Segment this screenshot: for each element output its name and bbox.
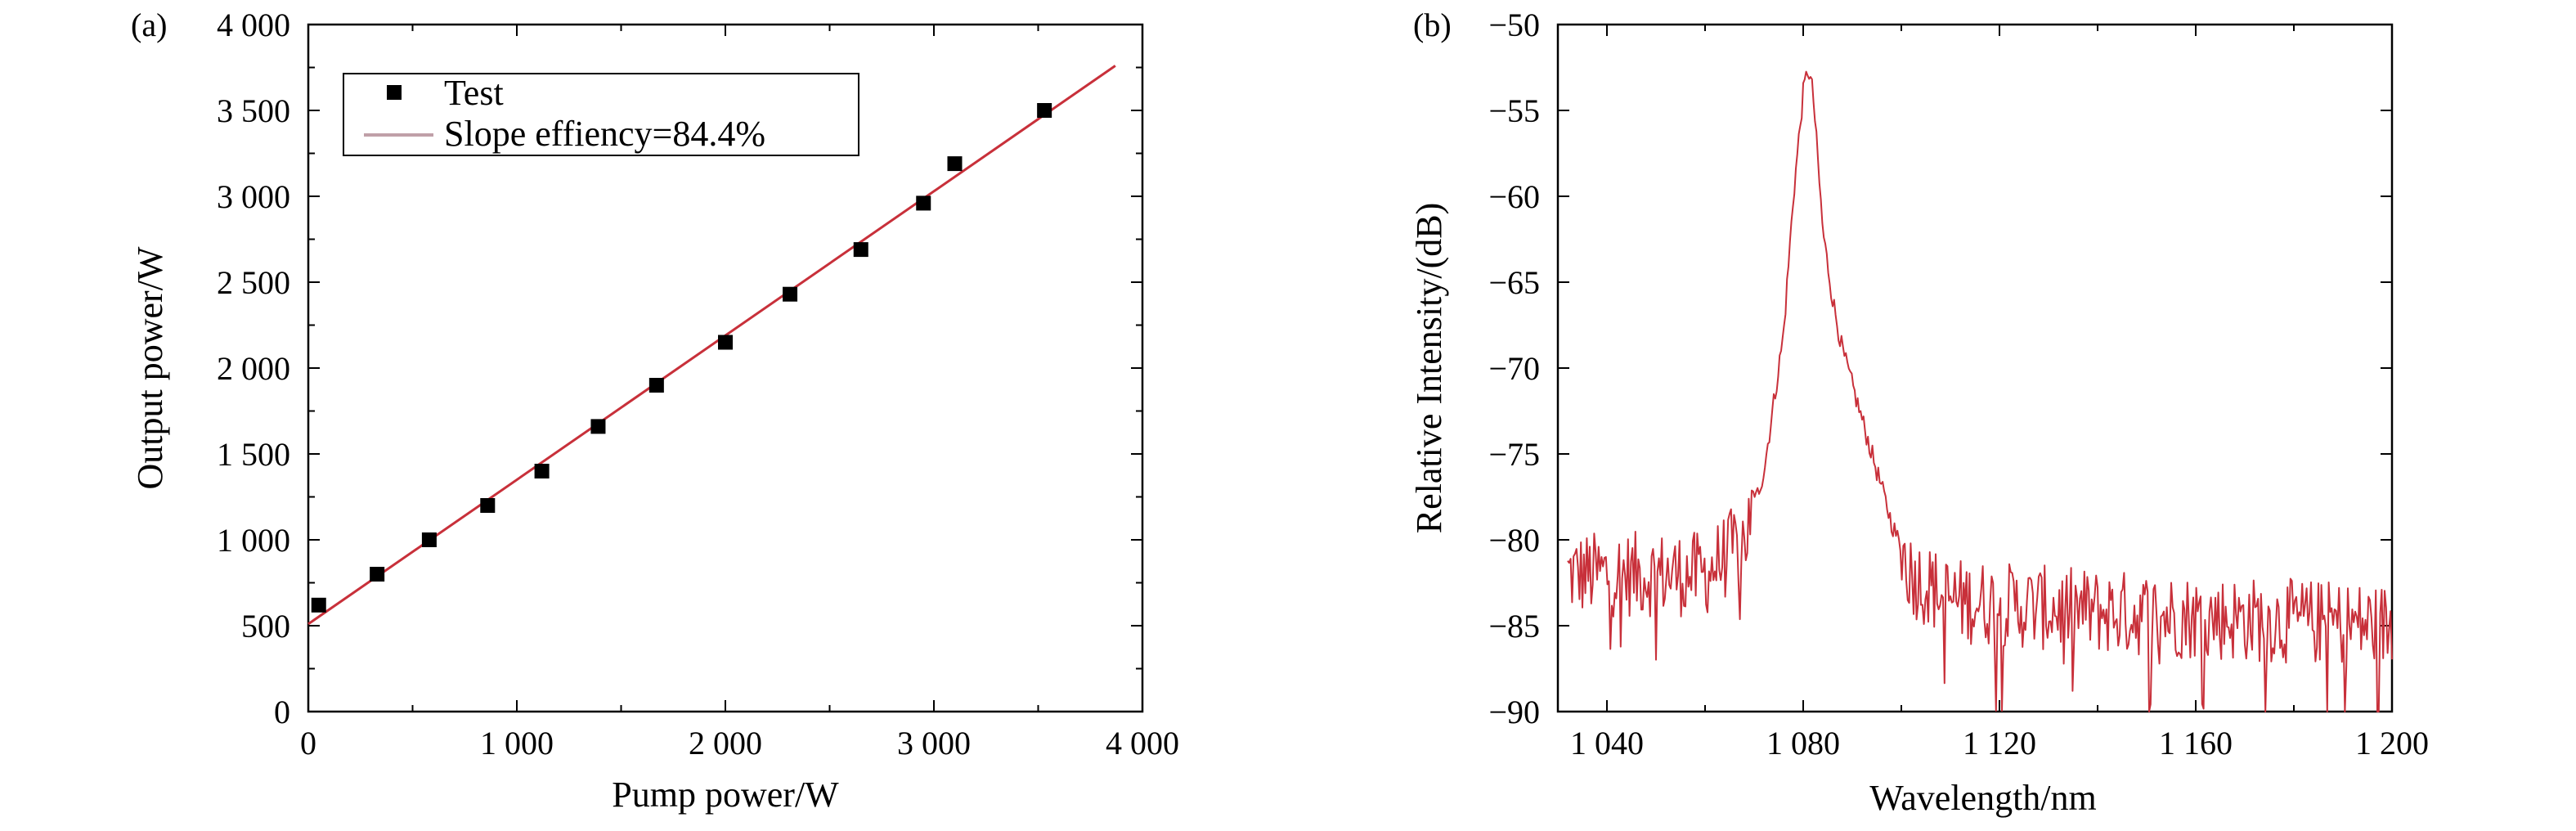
data-point [718,335,733,350]
panel-a-data-points [311,103,1052,613]
x-tick-label: 2 000 [689,725,762,761]
panel-b-plot: (b) 1 040 1 080 1 120 1 160 1 200 −90 −85 −80 −7… [1409,7,2429,818]
panel-a-y-axis-title: Output power/W [130,246,170,489]
y-tick-label: −70 [1488,350,1540,387]
y-tick-label: −75 [1488,436,1540,473]
legend-fit-label: Slope effiency=84.4% [444,114,765,154]
data-point [916,195,931,211]
x-tick-label: 1 200 [2355,725,2429,761]
data-point [534,464,550,478]
y-tick-label: 1 500 [217,436,290,473]
y-tick-label: −50 [1488,7,1540,43]
panel-b-label: (b) [1413,7,1452,43]
x-tick-label: 1 040 [1570,725,1644,761]
y-tick-label: −90 [1488,694,1540,730]
y-tick-label: −80 [1488,522,1540,559]
y-tick-label: 500 [241,608,290,645]
y-tick-label: −55 [1488,92,1540,129]
data-point [947,156,963,172]
y-tick-label: 3 500 [217,92,290,129]
x-tick-label: 4 000 [1106,725,1179,761]
y-tick-label: −85 [1488,608,1540,645]
x-tick-label: 0 [300,725,316,761]
panel-b-ticks: 1 040 1 080 1 120 1 160 1 200 −90 −85 −80 −75 −70… [1488,7,2429,761]
data-point [480,498,496,513]
legend-test-marker [387,85,402,100]
legend-test-label: Test [444,73,504,113]
panel-b-y-axis-title: Relative Intensity/(dB) [1409,203,1449,533]
x-tick-label: 1 160 [2159,725,2233,761]
panel-a-plot: (a) 0 1 000 2 000 3 000 4 000 0 500 1 000 1 500 2… [130,7,1179,815]
panel-a-x-axis-title: Pump power/W [612,775,839,815]
data-point [590,419,606,434]
x-tick-label: 1 000 [480,725,554,761]
y-tick-label: 0 [274,694,290,730]
y-tick-label: −60 [1488,178,1540,215]
y-tick-label: 4 000 [217,7,290,43]
x-tick-label: 3 000 [897,725,971,761]
panel-a-fit-line [307,65,1116,626]
data-point [421,532,437,547]
panel-a-legend: Test Slope effiency=84.4% [343,73,859,156]
data-point [853,242,868,258]
panel-a-ticks: 0 1 000 2 000 3 000 4 000 0 500 1 000 1 500 2 000… [217,7,1179,761]
y-tick-label: 2 500 [217,264,290,301]
panel-a-label: (a) [131,7,167,43]
panel-b-x-axis-title: Wavelength/nm [1869,778,2097,818]
x-tick-label: 1 120 [1963,725,2036,761]
legend-box [343,73,859,156]
y-tick-label: 1 000 [217,522,290,559]
data-point [1037,103,1052,118]
y-tick-label: 3 000 [217,178,290,215]
y-tick-label: 2 000 [217,350,290,387]
y-tick-label: −65 [1488,264,1540,301]
data-point [311,597,326,613]
data-point [783,286,798,302]
panel-b-spectrum-line [1567,70,2393,712]
panel-b-frame [1556,23,2394,713]
x-tick-label: 1 080 [1766,725,1840,761]
data-point [370,567,385,582]
data-point [648,378,664,393]
